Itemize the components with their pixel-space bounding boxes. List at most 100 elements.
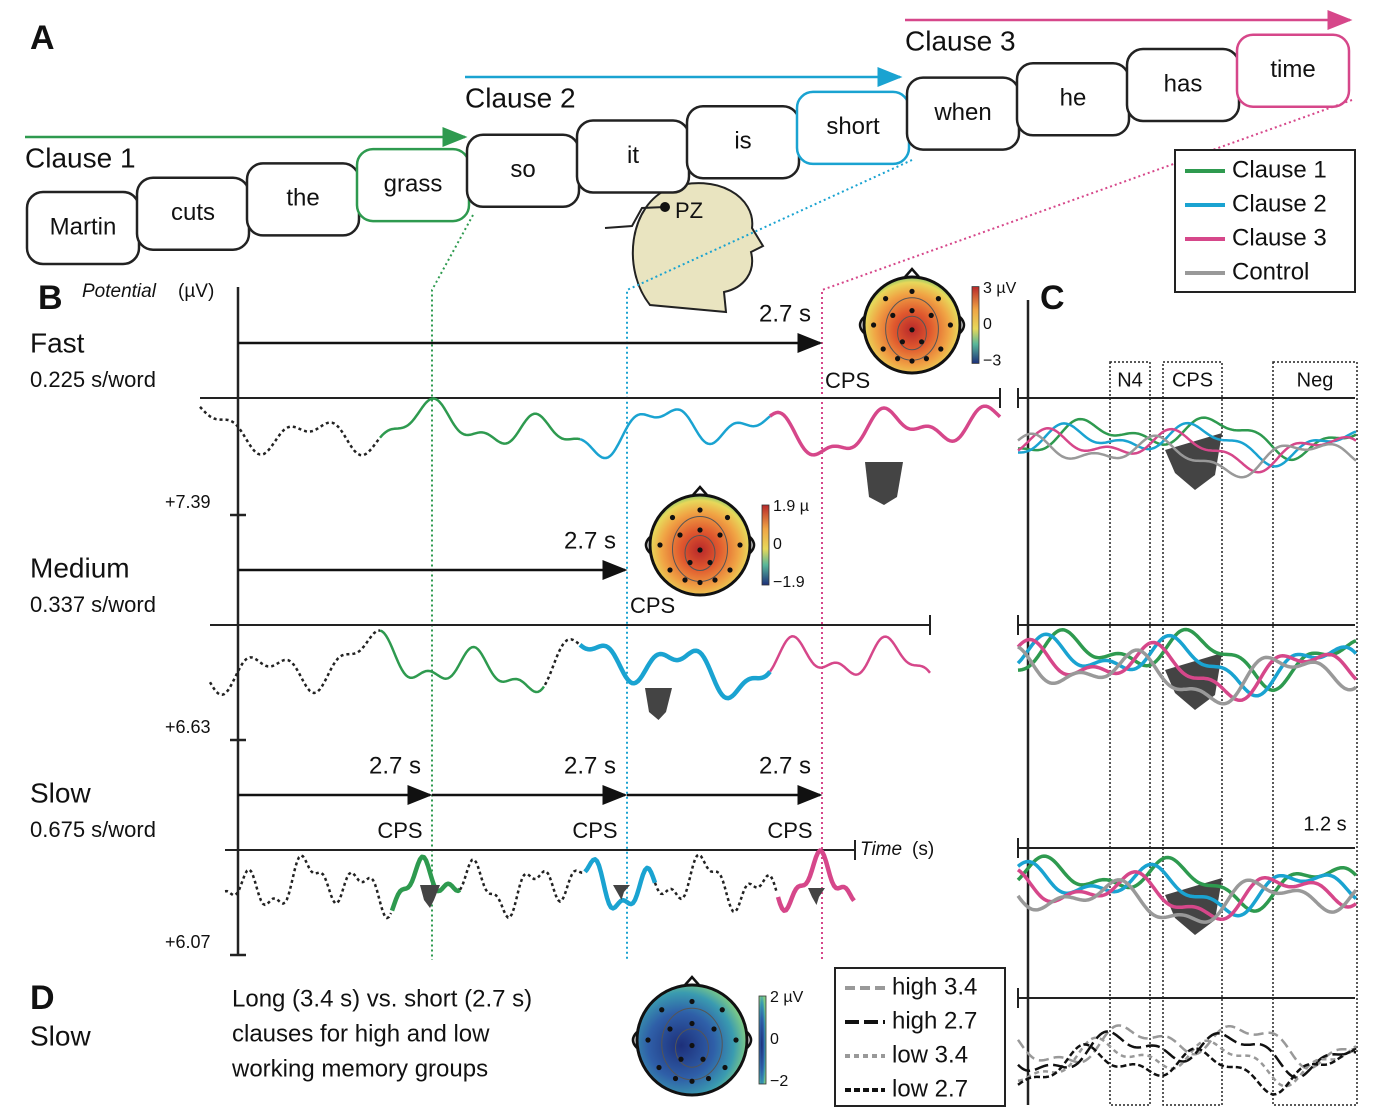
topomap-electrode — [883, 296, 889, 302]
topomap-contour — [684, 535, 716, 571]
condition-name: Slow — [30, 777, 91, 808]
guide-line — [431, 214, 474, 960]
interval-label: 2.7 s — [369, 752, 421, 779]
topomap — [635, 983, 749, 1097]
window-label: CPS — [1172, 369, 1213, 391]
cps-shade — [613, 885, 630, 900]
colorbar-label: 3 µV — [983, 280, 1017, 297]
waveform — [768, 635, 931, 676]
interval-label: 2.7 s — [759, 300, 811, 327]
topomap-electrode — [697, 579, 703, 586]
topomap-electrode — [689, 998, 695, 1005]
topomap-electrode — [677, 532, 683, 538]
topomap-electrode — [727, 567, 733, 573]
word: time — [1270, 56, 1315, 83]
time-window — [1162, 361, 1223, 1106]
waveform — [775, 848, 856, 913]
word: has — [1164, 70, 1203, 97]
waveform — [1018, 421, 1357, 468]
word-box — [1235, 33, 1351, 108]
topomap-contour — [897, 315, 927, 351]
topomap — [648, 493, 752, 597]
waveform — [379, 629, 545, 694]
topomap-electrode — [657, 542, 663, 548]
colorbar-label: 1.9 µ — [773, 498, 809, 515]
topomap-electrode — [938, 346, 944, 352]
condition-name: Fast — [30, 327, 85, 358]
topomap-contour — [675, 1028, 709, 1068]
topomap-electrode — [909, 327, 915, 333]
topomap-electrode — [719, 1007, 725, 1013]
topomap-electrode — [737, 542, 743, 548]
electrode — [660, 202, 670, 212]
scale-label: +7.39 — [165, 492, 211, 512]
clause-label: Clause 2 — [465, 82, 576, 113]
word: is — [734, 128, 751, 155]
topomap-electrode — [712, 577, 718, 583]
legend-label: Clause 3 — [1232, 224, 1327, 251]
legend-label: Clause 2 — [1232, 190, 1327, 217]
cps-shade — [645, 688, 672, 720]
legend-label: low 3.4 — [892, 1041, 968, 1068]
word: when — [933, 99, 991, 126]
waveform — [583, 857, 658, 911]
topomap-electrode — [669, 514, 676, 521]
waveform — [389, 854, 462, 912]
axis-label: Potential — [82, 281, 157, 302]
window-label: Neg — [1297, 369, 1334, 391]
cps-label: CPS — [630, 593, 675, 618]
topomap-electrode — [909, 358, 915, 364]
topomap-electrode — [722, 1064, 728, 1071]
head — [631, 182, 765, 314]
description: working memory groups — [231, 1055, 488, 1082]
waveform — [579, 408, 771, 460]
cps-shade — [865, 462, 903, 505]
colorbar-label: −3 — [983, 353, 1001, 370]
interval-label: 2.7 s — [759, 752, 811, 779]
waveform — [1017, 1043, 1357, 1096]
waveform — [768, 404, 1002, 457]
panel-label: C — [1040, 279, 1065, 317]
waveform — [1017, 432, 1357, 479]
topomap-electrode — [687, 559, 693, 566]
word: the — [286, 185, 319, 212]
waveform — [458, 858, 585, 919]
waveform — [1017, 416, 1357, 462]
topomap-electrode — [672, 1075, 679, 1082]
description: clauses for high and low — [232, 1020, 490, 1047]
colorbar-label: 2 µV — [770, 989, 804, 1006]
waveform — [1016, 868, 1358, 922]
legend-box — [834, 967, 1006, 1107]
word: cuts — [171, 199, 215, 226]
time-window — [1109, 361, 1151, 1106]
waveform — [578, 643, 772, 701]
word: grass — [384, 170, 443, 197]
waveform — [1016, 1024, 1357, 1070]
topomap-electrode — [667, 1026, 673, 1032]
condition-rate: 0.675 s/word — [30, 817, 156, 842]
waveform — [1017, 645, 1357, 706]
topomap — [862, 275, 962, 375]
topomap-electrode — [697, 527, 703, 533]
panel-label: A — [30, 19, 55, 57]
topomap-ears — [631, 975, 753, 1049]
topomap-electrode — [947, 322, 954, 328]
colorbar — [971, 286, 980, 364]
topomap-ears — [644, 485, 756, 554]
topomap-electrode — [919, 339, 925, 345]
colorbar-label: 0 — [770, 1031, 779, 1048]
topomap-electrode — [700, 1056, 706, 1062]
colorbar-label: −1.9 — [773, 574, 805, 591]
topomap-electrode — [909, 288, 915, 294]
word: short — [826, 113, 880, 140]
cps-label: CPS — [767, 818, 812, 843]
topomap-ears — [858, 267, 966, 334]
cps-label: CPS — [825, 368, 870, 393]
interval-label: 2.7 s — [564, 527, 616, 554]
clause-label: Clause 3 — [905, 25, 1016, 56]
legend-label: low 2.7 — [892, 1075, 968, 1102]
topomap-electrode — [724, 514, 731, 521]
topomap-electrode — [895, 356, 901, 362]
colorbar — [758, 995, 767, 1085]
condition-name: Slow — [30, 1020, 91, 1051]
